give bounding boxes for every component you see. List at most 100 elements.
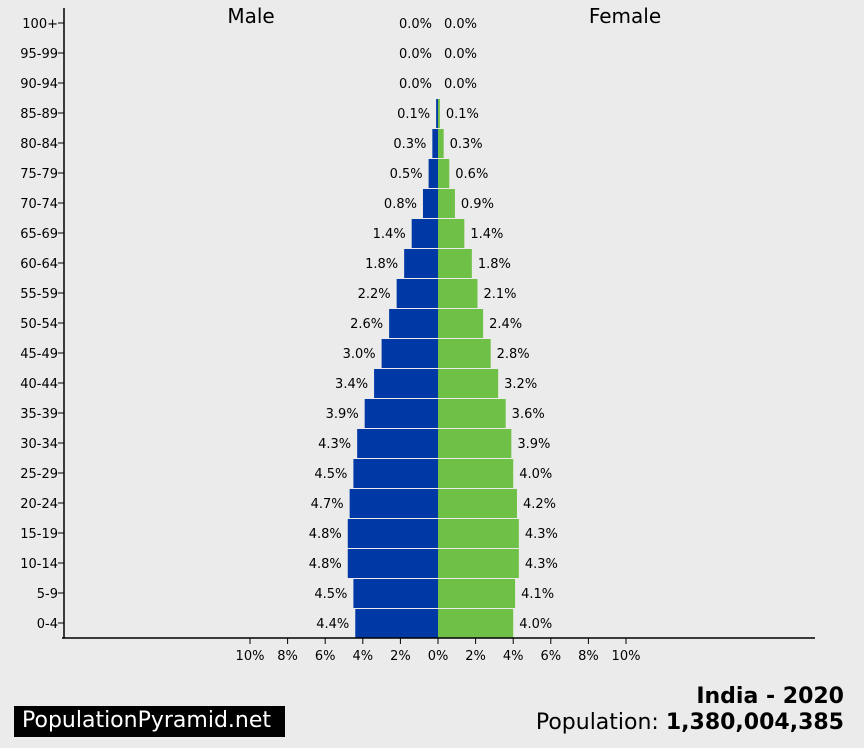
male-value-label: 1.4% [373, 227, 406, 242]
age-group-label: 50-54 [20, 317, 58, 332]
female-bar [438, 369, 499, 398]
female-bar [438, 489, 517, 518]
female-bar [438, 519, 519, 548]
age-group-label: 75-79 [20, 167, 58, 182]
age-group-label: 35-39 [20, 407, 58, 422]
age-group-label: 70-74 [20, 197, 58, 212]
age-group-label: 85-89 [20, 107, 58, 122]
male-value-label: 0.1% [397, 107, 430, 122]
population-line: Population: 1,380,004,385 [536, 710, 844, 735]
population-value: 1,380,004,385 [665, 710, 844, 735]
population-pyramid-chart: 100+ 0.0% 0.0% 95-99 0.0% 0.0% 90-94 0.0% 0.0% 85… [20, 4, 815, 664]
male-value-label: 0.3% [393, 137, 426, 152]
x-tick-label: 8% [277, 649, 298, 664]
female-value-label: 3.6% [512, 407, 545, 422]
female-value-label: 1.8% [478, 257, 511, 272]
female-bar [438, 399, 506, 428]
age-group-label: 10-14 [20, 557, 58, 572]
female-value-label: 0.1% [446, 107, 479, 122]
female-value-label: 4.0% [519, 617, 552, 632]
male-bar [347, 519, 438, 548]
male-title: Male [227, 4, 274, 28]
female-bar [438, 579, 516, 608]
age-group-label: 40-44 [20, 377, 58, 392]
age-group-label: 45-49 [20, 347, 58, 362]
age-group-label: 80-84 [20, 137, 58, 152]
age-group-label: 55-59 [20, 287, 58, 302]
x-tick-label: 0% [428, 649, 449, 664]
age-group-label: 25-29 [20, 467, 58, 482]
male-value-label: 3.4% [335, 377, 368, 392]
population-label: Population: [535, 710, 659, 735]
female-value-label: 4.3% [525, 557, 558, 572]
female-value-label: 2.8% [497, 347, 530, 362]
female-value-label: 4.2% [523, 497, 556, 512]
female-value-label: 0.6% [455, 167, 488, 182]
age-group-label: 60-64 [20, 257, 58, 272]
female-bar [438, 429, 512, 458]
male-bar [357, 429, 438, 458]
x-tick-label: 10% [612, 649, 641, 664]
male-bar [347, 549, 438, 578]
male-value-label: 0.5% [390, 167, 423, 182]
female-value-label: 0.0% [444, 77, 477, 92]
country-year-title: India - 2020 [696, 684, 844, 709]
male-bar [364, 399, 438, 428]
female-bar [438, 159, 450, 188]
female-bar [438, 219, 465, 248]
male-bar [389, 309, 438, 338]
female-value-label: 1.4% [470, 227, 503, 242]
female-bar [438, 99, 440, 128]
male-bar [428, 159, 438, 188]
female-bar [438, 459, 514, 488]
female-value-label: 0.9% [461, 197, 494, 212]
brand-logo[interactable]: PopulationPyramid.net [14, 706, 286, 737]
x-tick-label: 4% [503, 649, 524, 664]
male-value-label: 4.4% [316, 617, 349, 632]
female-bar [438, 129, 444, 158]
x-tick-label: 8% [578, 649, 599, 664]
age-group-label: 95-99 [20, 47, 58, 62]
female-bar [438, 339, 491, 368]
age-group-label: 100+ [22, 17, 58, 32]
female-bar [438, 549, 519, 578]
female-value-label: 2.4% [489, 317, 522, 332]
female-bar [438, 609, 514, 638]
female-value-label: 3.2% [504, 377, 537, 392]
male-value-label: 3.0% [343, 347, 376, 362]
male-value-label: 0.0% [399, 47, 432, 62]
female-value-label: 4.0% [519, 467, 552, 482]
x-tick-label: 6% [540, 649, 561, 664]
male-bar [374, 369, 438, 398]
male-bar [432, 129, 438, 158]
female-bar [438, 249, 472, 278]
male-value-label: 2.2% [358, 287, 391, 302]
female-value-label: 4.3% [525, 527, 558, 542]
male-value-label: 0.8% [384, 197, 417, 212]
male-value-label: 4.8% [309, 557, 342, 572]
male-value-label: 3.9% [326, 407, 359, 422]
female-value-label: 4.1% [521, 587, 554, 602]
male-bar [422, 189, 438, 218]
male-value-label: 4.3% [318, 437, 351, 452]
female-title: Female [589, 4, 661, 28]
male-value-label: 1.8% [365, 257, 398, 272]
male-bar [381, 339, 438, 368]
female-value-label: 2.1% [483, 287, 516, 302]
male-bar [355, 609, 438, 638]
male-bar [411, 219, 438, 248]
x-tick-label: 10% [236, 649, 265, 664]
male-value-label: 4.5% [314, 587, 347, 602]
age-group-label: 20-24 [20, 497, 58, 512]
male-value-label: 0.0% [399, 77, 432, 92]
age-group-label: 15-19 [20, 527, 58, 542]
female-value-label: 0.0% [444, 17, 477, 32]
male-bar [436, 99, 438, 128]
female-value-label: 3.9% [517, 437, 550, 452]
male-value-label: 2.6% [350, 317, 383, 332]
female-bar [438, 309, 484, 338]
female-bar [438, 189, 455, 218]
age-group-label: 65-69 [20, 227, 58, 242]
male-value-label: 4.7% [311, 497, 344, 512]
male-value-label: 0.0% [399, 17, 432, 32]
